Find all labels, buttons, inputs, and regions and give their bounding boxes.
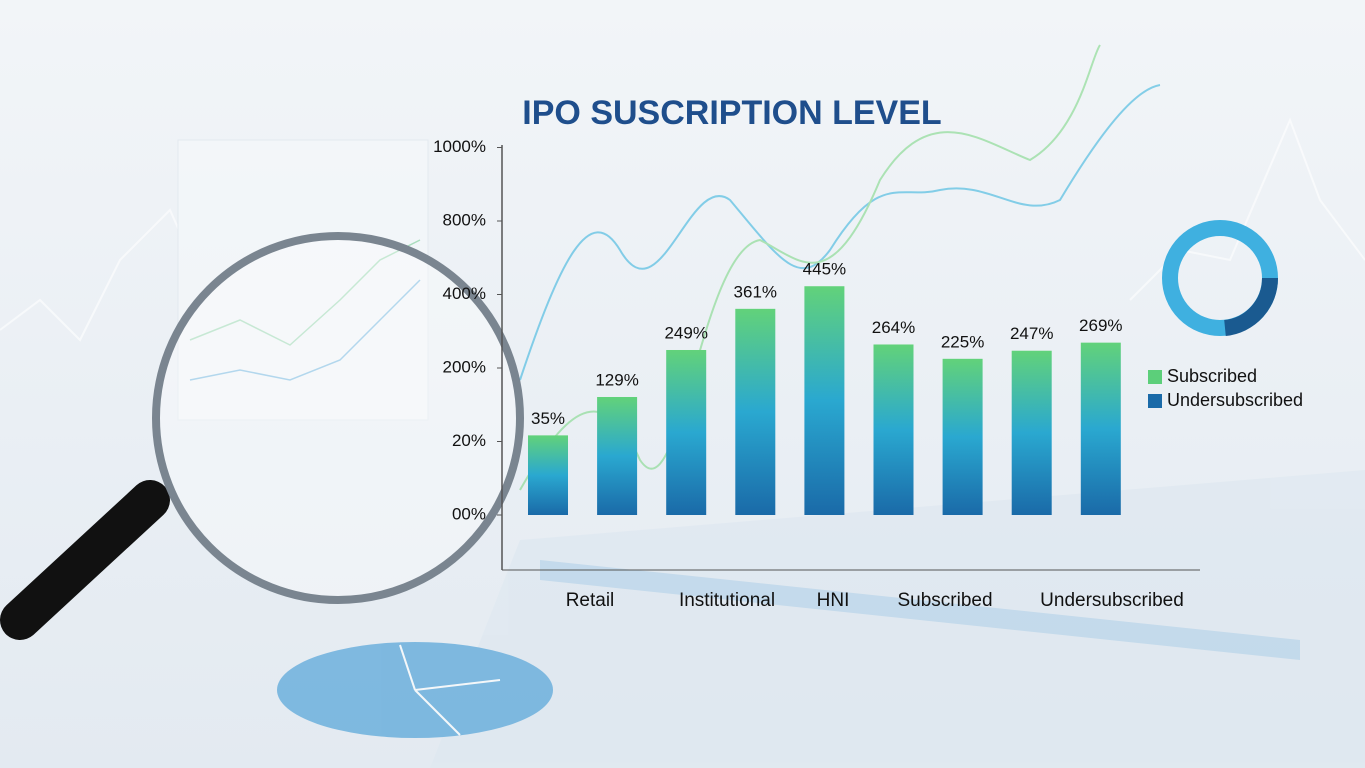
legend-swatch bbox=[1148, 394, 1162, 408]
bar bbox=[1080, 342, 1121, 515]
donut bbox=[1162, 220, 1279, 336]
legend-label: Subscribed bbox=[1167, 366, 1257, 386]
value-label: 269% bbox=[1079, 316, 1122, 335]
bar bbox=[942, 358, 983, 515]
legend-swatch bbox=[1148, 370, 1162, 384]
bottom-label: Retail bbox=[566, 590, 615, 611]
bar bbox=[666, 349, 707, 515]
bar bbox=[735, 308, 776, 515]
bar bbox=[1011, 350, 1052, 515]
value-label: 249% bbox=[664, 323, 707, 342]
y-tick-label: 20% bbox=[452, 431, 486, 450]
value-label: 225% bbox=[941, 332, 984, 351]
value-label: 247% bbox=[1010, 324, 1053, 343]
value-label: 445% bbox=[803, 260, 846, 279]
y-tick-label: 200% bbox=[443, 357, 486, 376]
bar bbox=[804, 286, 845, 515]
y-tick-label: 00% bbox=[452, 504, 486, 523]
magnifier bbox=[0, 232, 524, 640]
chart-title: IPO SUSCRIPTION LEVEL bbox=[522, 94, 941, 132]
bottom-label: HNI bbox=[817, 590, 850, 611]
bar bbox=[528, 435, 568, 515]
value-label: 129% bbox=[595, 370, 638, 389]
bottom-label: Institutional bbox=[679, 590, 775, 611]
bar bbox=[873, 344, 914, 515]
y-tick-label: 800% bbox=[443, 210, 486, 229]
bottom-label: Undersubscribed bbox=[1040, 590, 1184, 611]
legend-label: Undersubscribed bbox=[1167, 390, 1303, 410]
y-tick-label: 400% bbox=[443, 284, 486, 303]
value-label: 264% bbox=[872, 318, 915, 337]
value-label: 361% bbox=[734, 282, 777, 301]
bottom-label: Subscribed bbox=[897, 590, 992, 611]
y-tick-label: 1000% bbox=[433, 137, 486, 156]
bar bbox=[597, 396, 638, 515]
value-label: 35% bbox=[531, 409, 565, 428]
